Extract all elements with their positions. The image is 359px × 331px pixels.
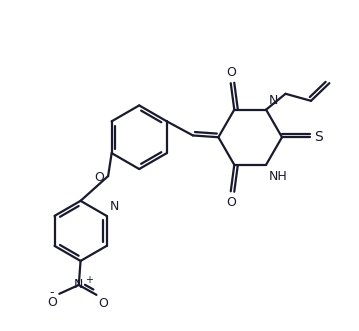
Text: N: N <box>269 94 278 107</box>
Text: -: - <box>50 286 54 299</box>
Text: O: O <box>226 66 236 79</box>
Text: N: N <box>74 278 84 292</box>
Text: +: + <box>85 275 93 285</box>
Text: S: S <box>314 130 323 144</box>
Text: O: O <box>226 196 236 209</box>
Text: NH: NH <box>269 170 288 183</box>
Text: O: O <box>94 171 104 184</box>
Text: O: O <box>98 297 108 309</box>
Text: O: O <box>48 296 57 308</box>
Text: N: N <box>109 200 119 213</box>
